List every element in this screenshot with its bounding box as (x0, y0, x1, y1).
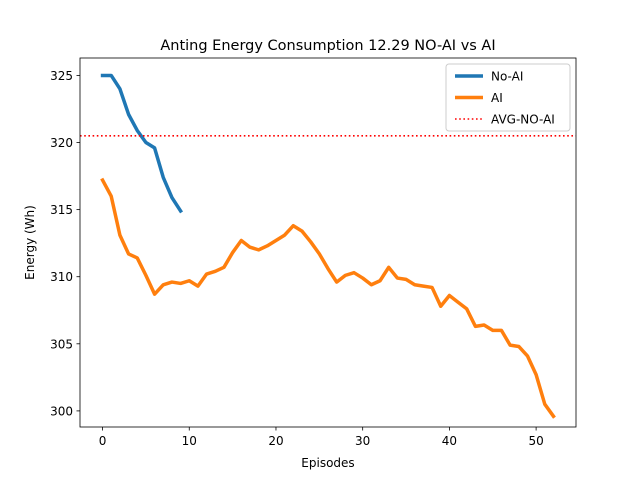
legend-label-no-ai: No-AI (491, 70, 523, 84)
x-tick-label: 30 (355, 434, 370, 448)
x-tick-label: 40 (442, 434, 457, 448)
y-tick-label: 320 (50, 136, 73, 150)
y-tick-label: 310 (50, 270, 73, 284)
plot-frame (79, 57, 577, 428)
series-line-no-ai (100, 73, 184, 214)
x-tick-label: 10 (182, 434, 197, 448)
y-tick-label: 315 (50, 203, 73, 217)
chart-title: Anting Energy Consumption 12.29 NO-AI vs… (160, 38, 495, 54)
y-axis: 300 305 310 315 320 325 (50, 69, 80, 418)
series-layer (80, 73, 576, 419)
legend-label-avg-no-ai: AVG-NO-AI (491, 113, 555, 127)
legend-label-ai: AI (491, 91, 503, 105)
x-tick-label: 20 (268, 434, 283, 448)
legend: No-AI AI AVG-NO-AI (445, 63, 571, 132)
y-tick-label: 305 (50, 337, 73, 351)
x-axis-label: Episodes (301, 456, 354, 470)
legend-frame (445, 63, 571, 132)
x-tick-label: 50 (528, 434, 543, 448)
y-axis-label: Energy (Wh) (23, 205, 37, 280)
x-tick-label: 0 (99, 434, 107, 448)
legend-items: No-AI AI AVG-NO-AI (455, 70, 555, 127)
series-line-ai (100, 177, 556, 419)
y-tick-label: 325 (50, 69, 73, 83)
y-tick-label: 300 (50, 404, 73, 418)
x-axis: 0 10 20 30 40 50 (99, 427, 544, 448)
